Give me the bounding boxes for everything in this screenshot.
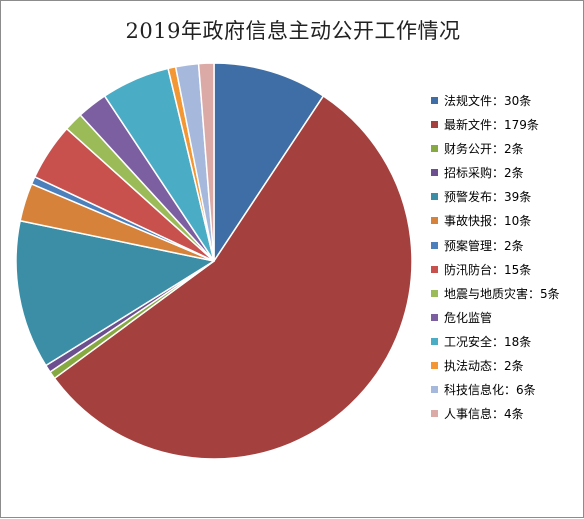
legend-item-10: 工况安全：18条 <box>431 335 560 359</box>
legend-item-1: 最新文件：179条 <box>431 118 560 142</box>
chart-title: 2019年政府信息主动公开工作情况 <box>125 19 461 43</box>
legend-item-8: 地震与地质灾害：5条 <box>431 287 560 311</box>
legend-swatch <box>431 362 438 370</box>
legend-label: 执法动态：2条 <box>444 359 524 374</box>
legend-swatch <box>431 265 438 273</box>
legend-swatch <box>431 410 438 418</box>
legend-item-5: 事故快报：10条 <box>431 214 560 238</box>
legend-label: 法规文件：30条 <box>444 94 532 108</box>
pie-slice-4 <box>15 219 215 367</box>
legend-label: 预案管理：2条 <box>444 238 524 253</box>
pie-slice-13 <box>197 62 215 262</box>
legend-item-13: 人事信息：4条 <box>431 407 560 431</box>
legend-swatch <box>431 193 438 201</box>
legend-label: 危化监管 <box>444 310 493 325</box>
legend-swatch <box>431 97 438 104</box>
legend-swatch <box>431 386 438 394</box>
legend-label: 最新文件：179条 <box>444 118 539 133</box>
legend: 法规文件：30条 最新文件：179条 财务公开：2条 招标采购：2条 预警发布：39条事… <box>431 94 560 431</box>
legend-item-7: 防汛防台：15条 <box>431 263 560 287</box>
legend-swatch <box>431 241 438 249</box>
legend-label: 工况安全：18条 <box>444 334 532 349</box>
legend-label: 财务公开：2条 <box>444 142 524 157</box>
legend-item-9: 危化监管 <box>431 311 560 335</box>
legend-swatch <box>431 121 438 129</box>
legend-label: 预警发布：39条 <box>444 190 532 205</box>
legend-label: 地震与地质灾害：5条 <box>444 286 560 301</box>
legend-swatch <box>431 337 438 345</box>
legend-item-4: 预警发布：39条 <box>431 190 560 214</box>
legend-item-12: 科技信息化：6条 <box>431 383 560 407</box>
legend-swatch <box>431 289 438 297</box>
legend-item-11: 执法动态：2条 <box>431 359 560 383</box>
legend-item-2: 财务公开：2条 <box>431 142 560 166</box>
pie-slice-1 <box>53 95 413 460</box>
legend-item-0: 法规文件：30条 <box>431 94 560 118</box>
pie-slice-0 <box>213 62 325 262</box>
legend-label: 科技信息化：6条 <box>444 383 536 398</box>
legend-swatch <box>431 145 438 153</box>
legend-label: 防汛防台：15条 <box>444 262 532 277</box>
legend-item-3: 招标采购：2条 <box>431 166 560 190</box>
legend-item-6: 预案管理：2条 <box>431 239 560 263</box>
legend-label: 人事信息：4条 <box>444 407 524 422</box>
legend-swatch <box>431 217 438 225</box>
legend-swatch <box>431 313 438 321</box>
legend-swatch <box>431 169 438 177</box>
legend-label: 招标采购：2条 <box>444 166 524 181</box>
legend-label: 事故快报：10条 <box>444 214 532 229</box>
